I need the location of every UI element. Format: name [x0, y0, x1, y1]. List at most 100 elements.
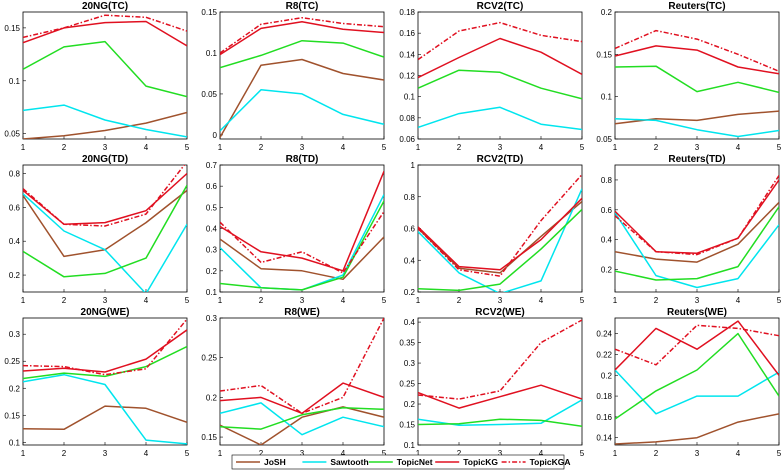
subplot-1: 20NG(TC) 0.05 0.1 0.15 1 2 3 4 5 — [4, 1, 189, 152]
x-tick-label: 1 — [613, 449, 618, 458]
y-tick-label: 0.4 — [601, 236, 613, 245]
subplot-title: 20NG(WE) — [81, 307, 130, 318]
legend-label: TopicKGA — [530, 457, 571, 467]
x-tick-label: 5 — [580, 296, 585, 305]
x-tick-label: 4 — [539, 143, 544, 152]
series-line-topicnet — [418, 208, 582, 292]
y-tick-label: 0.2 — [601, 8, 613, 17]
series-line-topicnet — [418, 418, 582, 427]
series-line-josh — [220, 58, 384, 138]
y-tick-label: 0.14 — [596, 434, 612, 443]
series-line-topicnet — [418, 69, 582, 100]
y-tick-label: 0.14 — [399, 50, 415, 59]
series-line-topickga — [418, 174, 582, 277]
series-line-topicnet — [23, 345, 187, 380]
series-line-topicnet — [615, 206, 779, 281]
series-line-topickg — [23, 172, 187, 226]
y-tick-label: 1 — [411, 161, 416, 170]
y-tick-label: 0.8 — [9, 169, 21, 178]
series-line-sawtooth — [615, 369, 779, 415]
y-tick-label: 0.1 — [9, 77, 21, 86]
legend-entry-topickga: TopicKGA — [501, 457, 571, 467]
x-tick-label: 4 — [539, 449, 544, 458]
x-tick-label: 5 — [580, 143, 585, 152]
y-tick-label: 0.2 — [206, 393, 218, 402]
y-tick-label: 0.7 — [206, 161, 218, 170]
x-tick-label: 3 — [695, 143, 700, 152]
x-tick-label: 3 — [695, 449, 700, 458]
y-tick-label: 0.3 — [206, 246, 218, 255]
y-tick-label: 0.5 — [206, 203, 218, 212]
series-line-topickga — [615, 175, 779, 256]
series-line-topickg — [23, 20, 187, 47]
legend-label: TopicKG — [463, 457, 498, 467]
series-line-josh — [615, 201, 779, 263]
subplot-10: R8(WE) 0.15 0.2 0.25 0.3 1 2 3 4 5 — [201, 307, 386, 458]
series-line-topickga — [23, 165, 186, 227]
series-group — [418, 174, 582, 292]
x-tick-label: 4 — [144, 296, 149, 305]
y-tick-label: 0.15 — [4, 411, 20, 420]
legend-label: TopicNet — [397, 457, 433, 467]
series-line-topickg — [23, 329, 187, 373]
y-tick-label: 0.25 — [4, 357, 20, 366]
series-line-sawtooth — [418, 188, 582, 292]
x-tick-label: 4 — [736, 449, 741, 458]
y-tick-label: 0.4 — [404, 256, 416, 265]
series-line-topickg — [615, 179, 779, 254]
x-tick-label: 3 — [300, 296, 305, 305]
y-tick-label: 0.2 — [206, 267, 218, 276]
series-group — [615, 320, 779, 445]
y-tick-label: 0.08 — [399, 114, 415, 123]
x-tick-label: 2 — [457, 296, 462, 305]
subplot-6: R8(TD) 0.1 0.2 0.3 0.4 0.5 0.6 0.7 1 2 3 4 5 — [206, 154, 387, 305]
series-line-topickga — [615, 324, 779, 366]
y-tick-label: 0.22 — [596, 350, 612, 359]
x-tick-label: 4 — [539, 296, 544, 305]
series-line-sawtooth — [220, 402, 384, 436]
legend-entry-topicnet: TopicNet — [368, 457, 433, 467]
y-tick-label: 0.6 — [601, 206, 613, 215]
subplot-11: RCV2(WE) 0.1 0.15 0.2 0.25 0.3 0.35 0.4 1 2 3 4 5 — [399, 307, 584, 458]
series-line-sawtooth — [615, 117, 779, 138]
subplot-title: 20NG(TC) — [82, 1, 128, 12]
x-tick-label: 4 — [736, 296, 741, 305]
series-line-topicnet — [23, 40, 187, 98]
x-tick-label: 5 — [382, 296, 387, 305]
x-tick-label: 2 — [457, 143, 462, 152]
legend: JoSH Sawtooth TopicNet TopicKG TopicKGA — [231, 454, 571, 470]
series-line-topicnet — [615, 332, 779, 420]
axes-frame — [219, 164, 385, 293]
subplot-title: R8(WE) — [284, 307, 320, 318]
x-tick-label: 3 — [103, 449, 108, 458]
subplot-title: Reuters(TD) — [668, 154, 725, 165]
y-tick-label: 0.4 — [9, 237, 21, 246]
y-tick-label: 0.15 — [4, 24, 20, 33]
x-tick-label: 3 — [498, 296, 503, 305]
x-tick-label: 1 — [416, 449, 421, 458]
series-line-topickga — [418, 319, 582, 400]
series-line-sawtooth — [23, 373, 187, 445]
series-line-topickg — [418, 37, 582, 79]
x-tick-label: 3 — [103, 296, 108, 305]
subplot-4: Reuters(TC) 0.05 0.1 0.15 0.2 1 2 3 4 5 — [596, 1, 781, 152]
subplot-title: RCV2(TD) — [477, 154, 524, 165]
x-tick-label: 5 — [382, 143, 387, 152]
y-tick-label: 0.2 — [404, 400, 416, 409]
series-line-sawtooth — [23, 193, 187, 292]
legend-entry-josh: JoSH — [236, 457, 286, 467]
series-line-sawtooth — [23, 104, 187, 138]
subplot-7: RCV2(TD) 0.2 0.4 0.6 0.8 1 1 2 3 4 5 — [404, 154, 585, 305]
y-tick-label: 0.2 — [9, 271, 21, 280]
subplot-3: RCV2(TC) 0.06 0.08 0.1 0.12 0.14 0.16 0.18 1 2 3 4 5 — [399, 1, 584, 152]
y-tick-label: 0.1 — [206, 288, 218, 297]
y-tick-label: 0.8 — [404, 193, 416, 202]
series-group — [23, 165, 187, 292]
x-tick-label: 4 — [341, 296, 346, 305]
legend-entry-sawtooth: Sawtooth — [302, 457, 369, 467]
y-tick-label: 0.2 — [9, 384, 21, 393]
y-tick-label: 0 — [213, 131, 218, 140]
x-tick-label: 3 — [498, 143, 503, 152]
y-tick-label: 0.15 — [201, 8, 217, 17]
x-tick-label: 1 — [416, 296, 421, 305]
